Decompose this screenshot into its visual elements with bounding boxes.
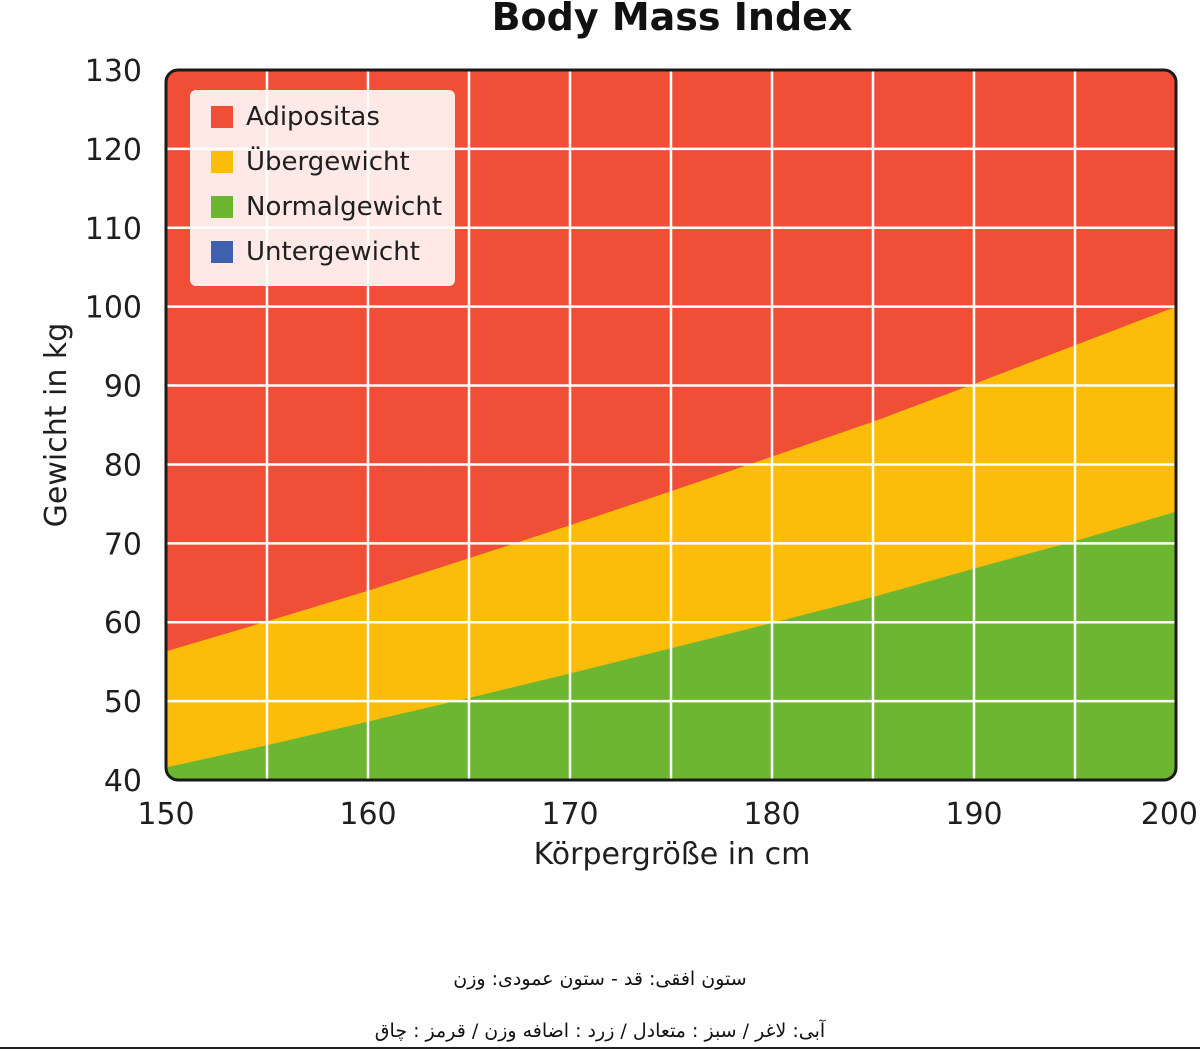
- y-tick-label: 50: [104, 685, 142, 720]
- legend-label: Übergewicht: [246, 145, 410, 177]
- legend: Adipositas Übergewicht Normalgewicht Unterg…: [190, 90, 455, 286]
- legend-box: [190, 90, 455, 286]
- x-axis-title: Körpergröße in cm: [534, 837, 811, 872]
- y-tick-label: 40: [104, 764, 142, 799]
- legend-label: Untergewicht: [246, 237, 420, 267]
- x-tick-label: 180: [743, 797, 800, 832]
- plot-frame: [164, 68, 1178, 782]
- y-tick-label: 90: [104, 370, 142, 405]
- legend-label: Adipositas: [246, 102, 380, 132]
- plot-area: [166, 70, 1176, 780]
- y-tick-label: 130: [85, 54, 142, 89]
- y-tick-label: 120: [85, 133, 142, 168]
- y-tick-label: 70: [104, 527, 142, 562]
- band-normalgewicht: [166, 511, 1176, 780]
- y-tick-label: 100: [85, 291, 142, 326]
- caption-axes-note: ستون افقی: قد - ستون عمودی: وزن: [453, 968, 747, 990]
- legend-swatch: [211, 241, 233, 263]
- y-tick-label: 80: [104, 448, 142, 483]
- bottom-divider: [0, 1047, 1200, 1049]
- y-tick-label: 110: [85, 212, 142, 247]
- legend-swatch: [211, 151, 233, 173]
- y-axis-title: Gewicht in kg: [39, 323, 74, 528]
- axis-ticks: 40 50 60 70 80 90 100 110 120 130 150 160 170 180 190 2…: [85, 54, 1198, 832]
- legend-label: Normalgewicht: [246, 192, 442, 222]
- x-tick-label: 190: [945, 797, 1002, 832]
- x-tick-label: 160: [339, 797, 396, 832]
- legend-swatch: [211, 196, 233, 218]
- x-tick-label: 170: [541, 797, 598, 832]
- x-tick-label: 150: [137, 797, 194, 832]
- legend-swatch: [211, 106, 233, 128]
- caption-colors-note: آبی: لاغر / سبز : متعادل / زرد : اضافه و…: [374, 1020, 826, 1042]
- chart-title: Body Mass Index: [492, 0, 853, 39]
- y-tick-label: 60: [104, 606, 142, 641]
- x-tick-label: 200: [1141, 797, 1198, 832]
